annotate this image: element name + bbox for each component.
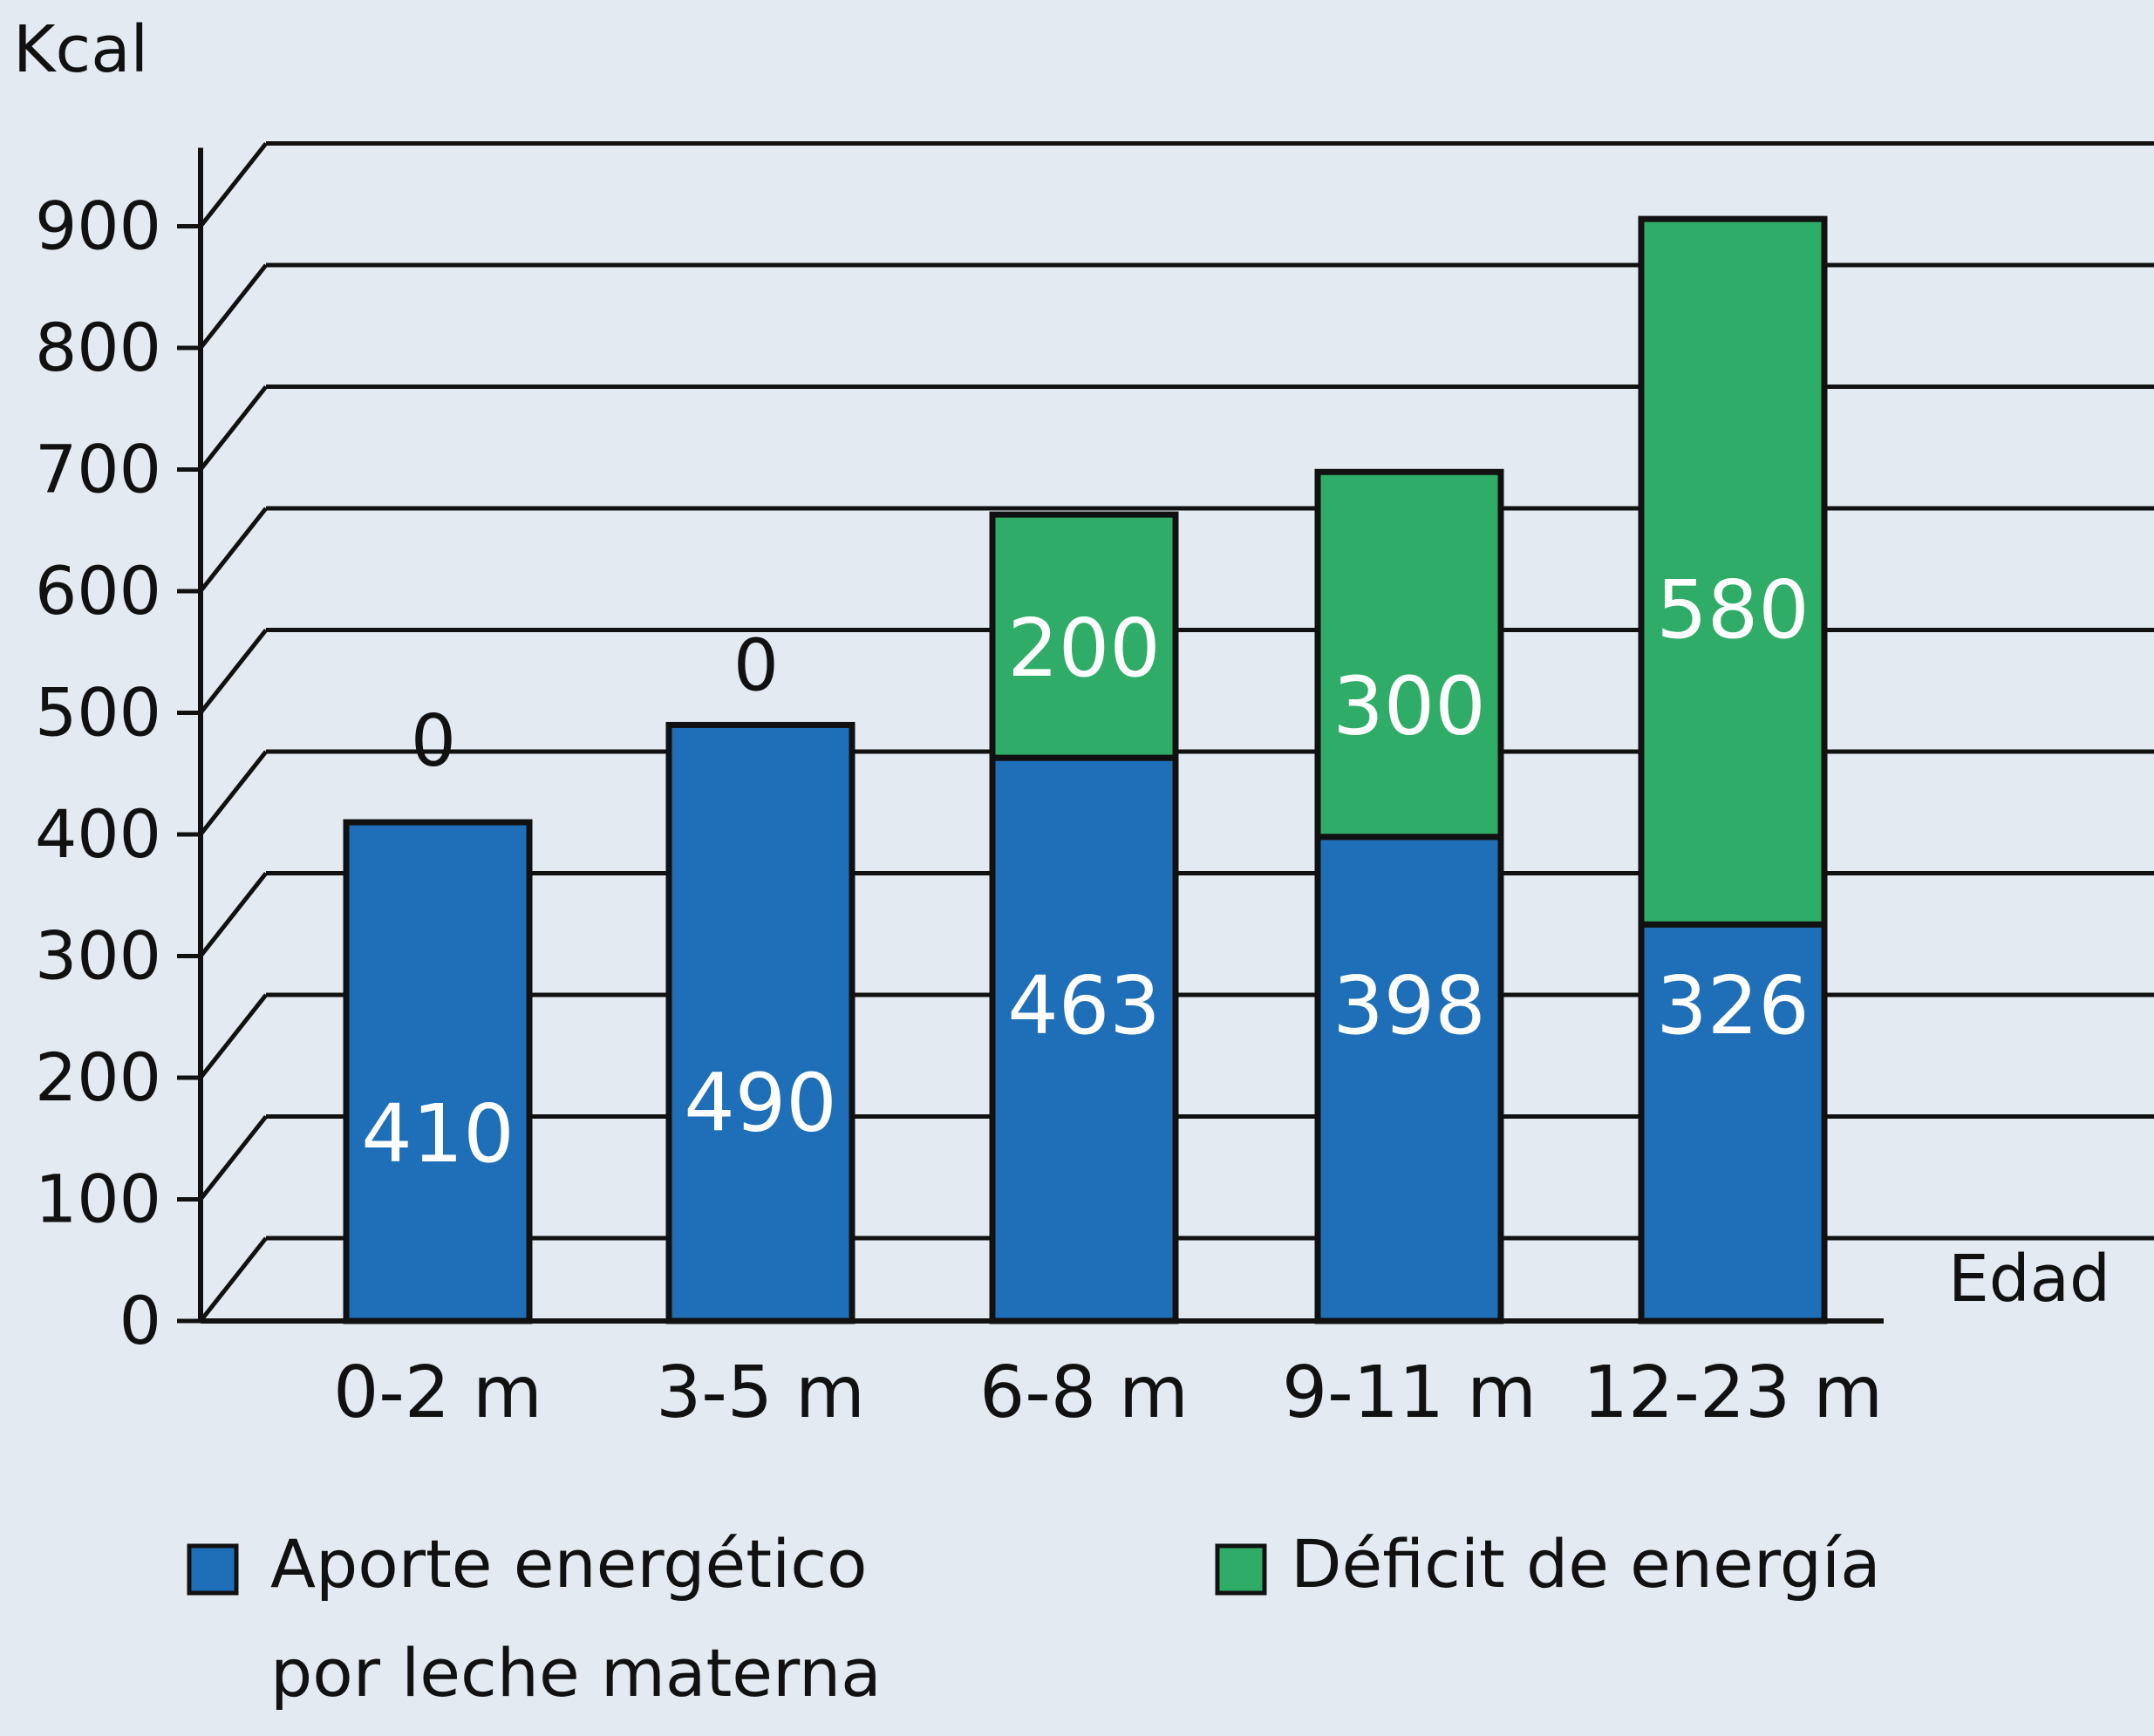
y-tick-label: 100	[35, 1161, 161, 1238]
value-label-aporte: 463	[1007, 959, 1161, 1052]
grid-layer	[199, 141, 2154, 1323]
legend-label-deficit: Déficit de energía	[1291, 1525, 1881, 1603]
gridline-connector	[199, 1114, 268, 1202]
y-tick-label: 500	[35, 674, 161, 752]
gridline-connector	[199, 871, 268, 958]
value-label-deficit: 300	[1333, 659, 1486, 752]
y-tick-label: 700	[35, 431, 161, 508]
value-label-aporte: 326	[1656, 959, 1810, 1052]
y-tick-label: 200	[35, 1038, 161, 1116]
bar-deficit	[989, 511, 1179, 761]
gridline-connector	[199, 993, 268, 1079]
value-label-aporte: 398	[1333, 959, 1486, 1052]
x-tick-label: 3-5 m	[656, 1351, 865, 1434]
label-layer: 410 0 0-2 m 490 0 3-5 m 463 200 6-8 m 398 300 9-11 …	[333, 563, 1883, 1434]
bar-deficit	[1314, 468, 1504, 841]
y-axis-label: Kcal	[13, 12, 148, 87]
value-label-deficit: 0	[733, 624, 779, 707]
value-label-deficit: 0	[411, 700, 456, 783]
y-tick-label: 800	[35, 309, 161, 386]
gridline-connector	[199, 628, 268, 715]
legend-swatch-aporte	[187, 1543, 239, 1596]
gridline-connector	[199, 385, 268, 472]
bar-aporte	[1314, 834, 1504, 1324]
legend-label-aporte-line2: por leche materna	[270, 1634, 882, 1712]
bar-deficit	[1638, 215, 1828, 928]
y-tick-label: 0	[119, 1282, 161, 1359]
x-tick-label: 0-2 m	[333, 1351, 542, 1434]
bar-aporte	[665, 721, 855, 1324]
value-label-aporte: 410	[361, 1087, 515, 1181]
y-tick-label: 300	[35, 917, 161, 995]
x-axis-label: Edad	[1948, 1242, 2110, 1317]
gridline-connector	[199, 1236, 268, 1323]
value-label-aporte: 490	[684, 1056, 837, 1149]
legend-swatch-deficit	[1215, 1543, 1267, 1596]
gridline-connector	[199, 750, 268, 836]
value-label-deficit: 200	[1007, 602, 1161, 695]
legend-label-aporte-line1: Aporte energético	[270, 1525, 867, 1603]
x-tick-label: 6-8 m	[979, 1351, 1189, 1434]
bar-aporte	[343, 819, 533, 1324]
bar-layer	[343, 215, 1828, 1324]
gridline-connector	[199, 141, 268, 228]
bar-aporte	[989, 754, 1179, 1324]
y-tick-label: 900	[35, 187, 161, 265]
y-tick-label: 600	[35, 552, 161, 630]
value-label-deficit: 580	[1656, 563, 1810, 657]
gridline-connector	[199, 507, 268, 593]
x-tick-label: 12-23 m	[1583, 1351, 1883, 1434]
y-tick-label: 400	[35, 795, 161, 873]
x-tick-label: 9-11 m	[1282, 1351, 1537, 1434]
gridline-connector	[199, 263, 268, 350]
